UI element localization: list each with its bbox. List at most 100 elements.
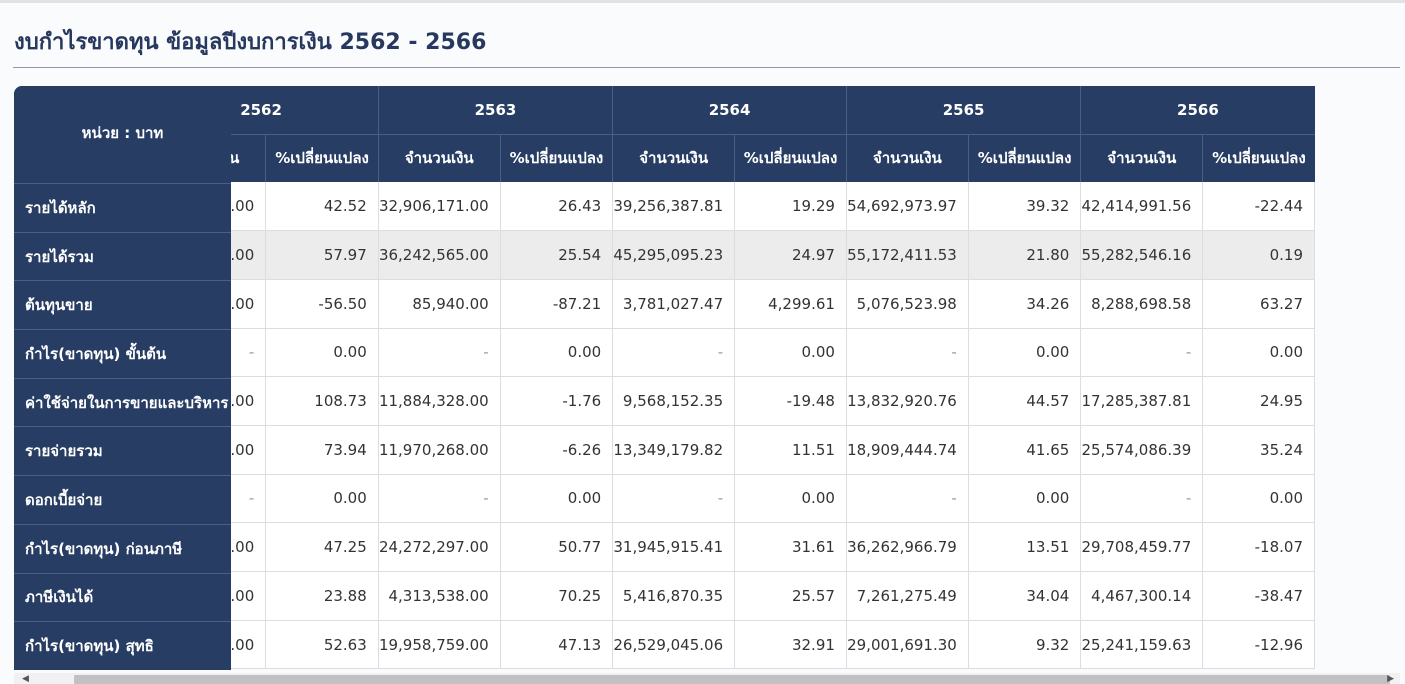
change-cell: -18.07 xyxy=(1202,522,1315,572)
change-cell: 24.97 xyxy=(734,230,847,280)
change-cell: 0.00 xyxy=(968,474,1082,524)
change-header: %เปลี่ยนแปลง xyxy=(499,134,613,182)
amount-cell: 29,708,459.77 xyxy=(1080,522,1204,572)
year-header-2565: 2565 xyxy=(845,86,1081,135)
change-cell: 0.00 xyxy=(500,328,614,378)
change-cell: -1.76 xyxy=(500,376,614,426)
change-cell: 47.25 xyxy=(265,522,379,572)
amount-cell: 25,574,086.39 xyxy=(1080,425,1204,475)
change-cell: 42.52 xyxy=(265,182,379,232)
amount-cell: 3,781,027.47 xyxy=(612,279,736,329)
change-cell: -19.48 xyxy=(734,376,847,426)
amount-cell: 18,909,444.74 xyxy=(846,425,969,475)
amount-cell: 55,282,546.16 xyxy=(1080,230,1204,280)
change-cell: 32.91 xyxy=(734,620,847,670)
row-label: รายได้หลัก xyxy=(14,183,231,232)
amount-cell: 7,261,275.49 xyxy=(846,571,969,621)
amount-cell: 4,467,300.14 xyxy=(1080,571,1204,621)
change-cell: 0.00 xyxy=(500,474,614,524)
amount-cell: 36,262,966.79 xyxy=(846,522,969,572)
change-cell: -38.47 xyxy=(1202,571,1315,621)
change-cell: 0.19 xyxy=(1202,230,1315,280)
year-header-row: 2562 2563 2564 2565 2566 xyxy=(14,86,1315,135)
row-label: รายจ่ายรวม xyxy=(14,426,231,476)
row-label: กำไร(ขาดทุน) สุทธิ xyxy=(14,621,231,670)
change-cell: 57.97 xyxy=(265,230,379,280)
row-label: ต้นทุนขาย xyxy=(14,280,231,330)
change-cell: 44.57 xyxy=(968,376,1082,426)
change-cell: 34.04 xyxy=(968,571,1082,621)
amount-cell: - xyxy=(378,328,501,378)
amount-cell: 8,288,698.58 xyxy=(1080,279,1204,329)
change-cell: -6.26 xyxy=(500,425,614,475)
horizontal-scrollbar[interactable]: ◀ ▶ xyxy=(14,673,1400,684)
change-cell: 41.65 xyxy=(968,425,1082,475)
change-cell: -12.96 xyxy=(1202,620,1315,670)
row-label: รายได้รวม xyxy=(14,231,231,281)
change-header: %เปลี่ยนแปลง xyxy=(734,134,847,182)
page-title: งบกำไรขาดทุน ข้อมูลปีงบการเงิน 2562 - 25… xyxy=(14,30,487,55)
amount-cell: 5,076,523.98 xyxy=(846,279,969,329)
amount-cell: 11,970,268.00 xyxy=(378,425,501,475)
amount-cell: 45,295,095.23 xyxy=(612,230,736,280)
change-cell: 39.32 xyxy=(968,182,1082,232)
amount-cell: 85,940.00 xyxy=(378,279,501,329)
change-cell: 63.27 xyxy=(1202,279,1315,329)
amount-cell: - xyxy=(846,474,969,524)
amount-cell: 31,945,915.41 xyxy=(612,522,736,572)
change-cell: -56.50 xyxy=(265,279,379,329)
amount-cell: - xyxy=(612,328,736,378)
change-cell: 19.29 xyxy=(734,182,847,232)
change-cell: 0.00 xyxy=(265,328,379,378)
unit-label: หน่วย : บาท xyxy=(14,86,231,183)
change-cell: 11.51 xyxy=(734,425,847,475)
top-border xyxy=(0,0,1405,3)
amount-cell: 29,001,691.30 xyxy=(846,620,969,670)
change-cell: 47.13 xyxy=(500,620,614,670)
amount-cell: - xyxy=(378,474,501,524)
frozen-label-column: หน่วย : บาท รายได้หลัก รายได้รวม ต้นทุนขาย… xyxy=(14,86,231,670)
change-cell: 70.25 xyxy=(500,571,614,621)
scroll-right-arrow-icon[interactable]: ▶ xyxy=(1387,674,1394,684)
amount-cell: 32,906,171.00 xyxy=(378,182,501,232)
change-cell: 0.00 xyxy=(968,328,1082,378)
scroll-left-arrow-icon[interactable]: ◀ xyxy=(22,674,29,684)
change-cell: 34.26 xyxy=(968,279,1082,329)
change-cell: 0.00 xyxy=(265,474,379,524)
change-cell: 25.54 xyxy=(500,230,614,280)
amount-cell: 55,172,411.53 xyxy=(846,230,969,280)
amount-cell: 13,349,179.82 xyxy=(612,425,736,475)
amount-cell: 54,692,973.97 xyxy=(846,182,969,232)
change-cell: 73.94 xyxy=(265,425,379,475)
change-cell: 0.00 xyxy=(734,474,847,524)
scrollbar-thumb[interactable] xyxy=(74,675,1390,684)
year-header-2563: 2563 xyxy=(377,86,613,135)
change-cell: 108.73 xyxy=(265,376,379,426)
change-cell: 35.24 xyxy=(1202,425,1315,475)
row-label: กำไร(ขาดทุน) ขั้นต้น xyxy=(14,329,231,378)
change-cell: 4,299.61 xyxy=(734,279,847,329)
change-cell: 13.51 xyxy=(968,522,1082,572)
amount-cell: 5,416,870.35 xyxy=(612,571,736,621)
amount-cell: - xyxy=(846,328,969,378)
change-cell: 21.80 xyxy=(968,230,1082,280)
amount-cell: 24,272,297.00 xyxy=(378,522,501,572)
change-cell: 9.32 xyxy=(968,620,1082,670)
change-cell: 0.00 xyxy=(734,328,847,378)
amount-cell: 36,242,565.00 xyxy=(378,230,501,280)
title-divider xyxy=(13,67,1400,68)
change-cell: 50.77 xyxy=(500,522,614,572)
amount-cell: 9,568,152.35 xyxy=(612,376,736,426)
change-cell: -87.21 xyxy=(500,279,614,329)
amount-cell: 13,832,920.76 xyxy=(846,376,969,426)
amount-header: จำนวนเงิน xyxy=(612,134,735,182)
change-cell: 0.00 xyxy=(1202,474,1315,524)
row-label: ภาษีเงินได้ xyxy=(14,572,231,622)
amount-cell: 4,313,538.00 xyxy=(378,571,501,621)
change-header: %เปลี่ยนแปลง xyxy=(967,134,1081,182)
amount-cell: 42,414,991.56 xyxy=(1080,182,1204,232)
change-cell: 24.95 xyxy=(1202,376,1315,426)
change-cell: 31.61 xyxy=(734,522,847,572)
amount-cell: - xyxy=(1080,328,1204,378)
amount-cell: 39,256,387.81 xyxy=(612,182,736,232)
